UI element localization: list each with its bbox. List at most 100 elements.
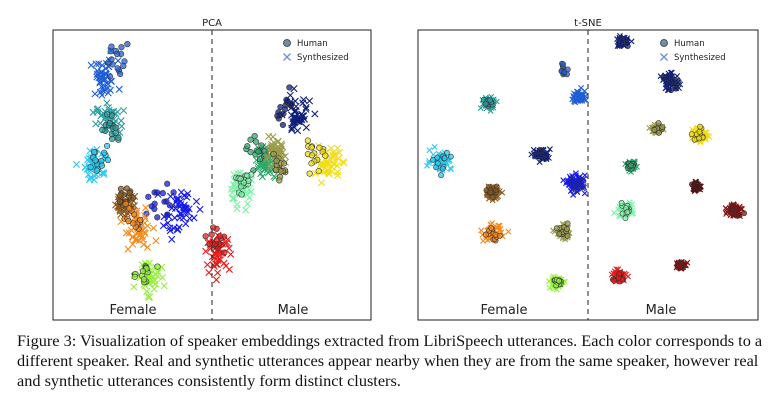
human-point [130, 220, 137, 227]
synthesized-point [291, 107, 299, 115]
synthesized-point [122, 229, 130, 237]
human-point [170, 189, 177, 196]
synthesized-point [93, 106, 101, 114]
synthesized-point [299, 112, 307, 121]
human-point [542, 150, 549, 157]
legend-human-marker [660, 39, 668, 47]
synthesized-point [290, 123, 298, 131]
synthesized-point [334, 154, 343, 163]
synthesized-point [331, 156, 339, 164]
synthesized-point [143, 287, 151, 296]
pca-panel: PCA Human Synthesized Female Male [52, 18, 372, 321]
human-point [280, 110, 287, 117]
synthesized-point [166, 224, 174, 232]
synthesized-point [177, 188, 185, 196]
human-point [113, 50, 121, 58]
human-point [560, 61, 566, 68]
synthesized-point [277, 140, 285, 148]
human-point [206, 241, 213, 248]
human-point [221, 249, 228, 256]
human-point [154, 189, 161, 196]
synthesized-point [563, 178, 570, 185]
synthesized-point [171, 214, 179, 222]
synthesized-point [129, 240, 137, 248]
synthesized-point [96, 79, 104, 87]
human-point [159, 190, 166, 197]
human-point [304, 137, 311, 144]
synthesized-point [305, 97, 314, 105]
human-point [116, 198, 124, 205]
human-point [441, 155, 448, 162]
human-point [283, 96, 290, 103]
synthesized-point [96, 78, 104, 86]
human-point [238, 191, 245, 198]
synthesized-point [333, 162, 341, 170]
human-point [104, 156, 112, 164]
human-point [729, 203, 736, 210]
synthesized-point [120, 107, 128, 115]
synthesized-point [546, 284, 553, 291]
synthesized-point [257, 169, 265, 178]
human-point [114, 65, 121, 72]
human-point [564, 226, 570, 232]
human-point [322, 152, 329, 159]
pca-legend: Human Synthesized [283, 39, 349, 63]
synthesized-point [242, 206, 250, 214]
synthesized-point [92, 120, 100, 128]
human-point [154, 263, 161, 270]
human-point [288, 100, 295, 108]
human-point [166, 202, 173, 209]
synthesized-point [233, 200, 241, 209]
legend-synthesized-label: Synthesized [297, 53, 349, 63]
synthesized-point [302, 123, 310, 132]
synthesized-point [145, 293, 154, 301]
human-point [618, 200, 625, 206]
human-point [624, 40, 631, 47]
human-point [108, 43, 115, 50]
human-point [164, 180, 171, 187]
human-point [270, 150, 277, 158]
human-point [286, 84, 293, 91]
human-point [618, 38, 625, 45]
synthesized-point [267, 162, 275, 170]
synthesized-point [431, 143, 438, 150]
human-point [240, 179, 247, 186]
synthesized-point [227, 250, 235, 258]
human-point [126, 205, 133, 212]
human-point [272, 166, 280, 173]
synthesized-point [91, 90, 99, 98]
human-point [125, 217, 132, 225]
synthesized-point [243, 200, 252, 208]
synthesized-point [578, 84, 585, 91]
synthesized-point [229, 194, 237, 203]
synthesized-point [334, 168, 342, 176]
human-point [117, 192, 124, 199]
synthesized-point [477, 105, 484, 112]
figure: PCA Human Synthesized Female Male t-SNE … [52, 18, 759, 321]
synthesized-point [177, 197, 185, 205]
human-point [258, 142, 265, 149]
synthesized-point [723, 210, 730, 217]
synthesized-point [103, 99, 111, 107]
synthesized-point [98, 91, 106, 99]
human-point [308, 160, 315, 167]
human-point [482, 100, 489, 107]
human-point [553, 282, 560, 289]
human-point [688, 131, 695, 138]
synthesized-point [329, 151, 337, 159]
human-point [87, 164, 94, 171]
human-point [306, 170, 313, 177]
synthesized-point [263, 152, 272, 160]
synthesized-point [116, 207, 124, 215]
synthesized-point [327, 144, 335, 152]
synthesized-point [270, 172, 278, 180]
synthesized-point [150, 285, 158, 293]
human-point [98, 162, 105, 169]
human-point [276, 177, 283, 184]
human-point [154, 214, 161, 221]
synthesized-point [302, 103, 310, 112]
human-point [733, 210, 740, 217]
synthesized-point [173, 226, 182, 234]
legend-synthesized-marker [283, 53, 291, 61]
synthesized-point [130, 283, 138, 291]
